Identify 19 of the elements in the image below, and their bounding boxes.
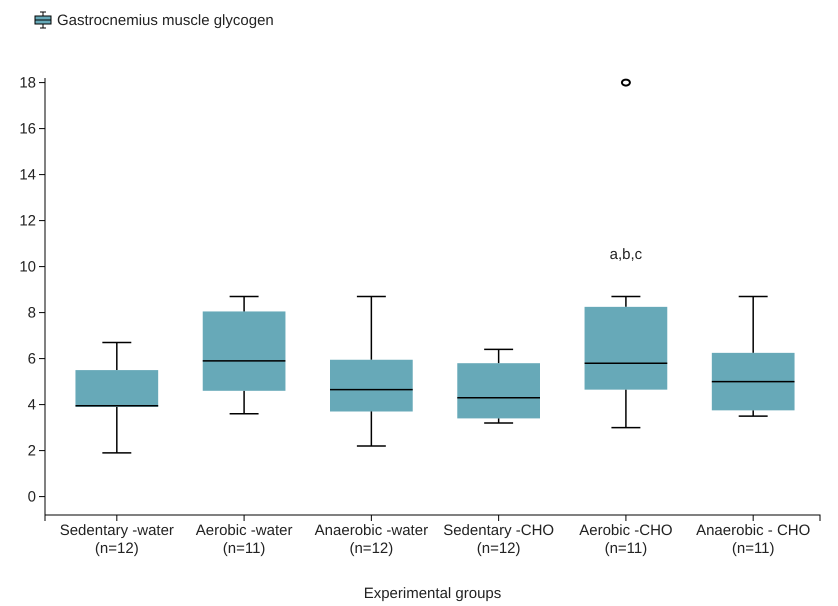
y-tick-label: 2 bbox=[28, 442, 36, 460]
x-tick-label: Aerobic -water (n=11) bbox=[196, 522, 292, 557]
y-tick-label: 18 bbox=[19, 74, 36, 92]
y-tick-label: 8 bbox=[28, 304, 36, 322]
x-tick-label: Sedentary -CHO (n=12) bbox=[443, 522, 554, 557]
y-tick-label: 14 bbox=[19, 166, 36, 184]
x-tick-label: Aerobic -CHO (n=11) bbox=[579, 522, 673, 557]
y-tick-label: 6 bbox=[28, 350, 36, 368]
y-tick-label: 4 bbox=[28, 396, 36, 414]
y-tick-label: 12 bbox=[19, 212, 36, 230]
y-tick-label: 16 bbox=[19, 120, 36, 138]
x-axis-title: Experimental groups bbox=[364, 585, 502, 602]
y-tick-label: 0 bbox=[28, 488, 36, 506]
x-tick-label: Anaerobic - CHO (n=11) bbox=[696, 522, 810, 557]
legend-label: Gastrocnemius muscle glycogen bbox=[57, 12, 274, 29]
x-tick-label: Sedentary -water (n=12) bbox=[60, 522, 174, 557]
x-tick-label: Anaerobic -water (n=12) bbox=[314, 522, 428, 557]
annotation: a,b,c bbox=[610, 246, 643, 263]
y-tick-label: 10 bbox=[19, 258, 36, 276]
